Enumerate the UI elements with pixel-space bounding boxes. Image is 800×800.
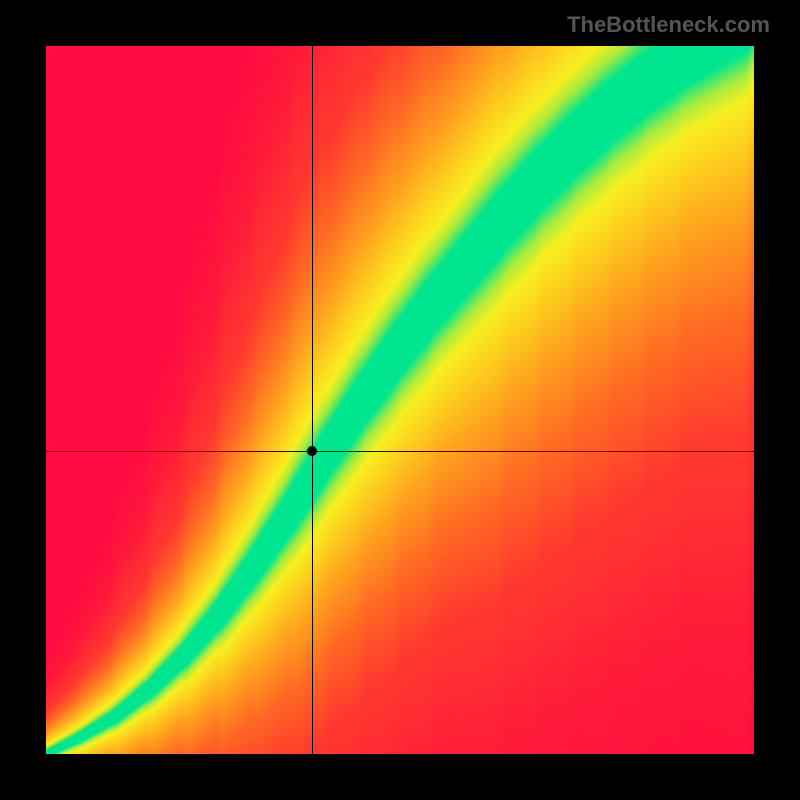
- bottleneck-heatmap: [46, 46, 754, 754]
- crosshair-vertical: [312, 46, 313, 754]
- crosshair-horizontal: [46, 451, 754, 452]
- heatmap-canvas: [46, 46, 754, 754]
- crosshair-marker: [307, 446, 317, 456]
- watermark: TheBottleneck.com: [567, 12, 770, 38]
